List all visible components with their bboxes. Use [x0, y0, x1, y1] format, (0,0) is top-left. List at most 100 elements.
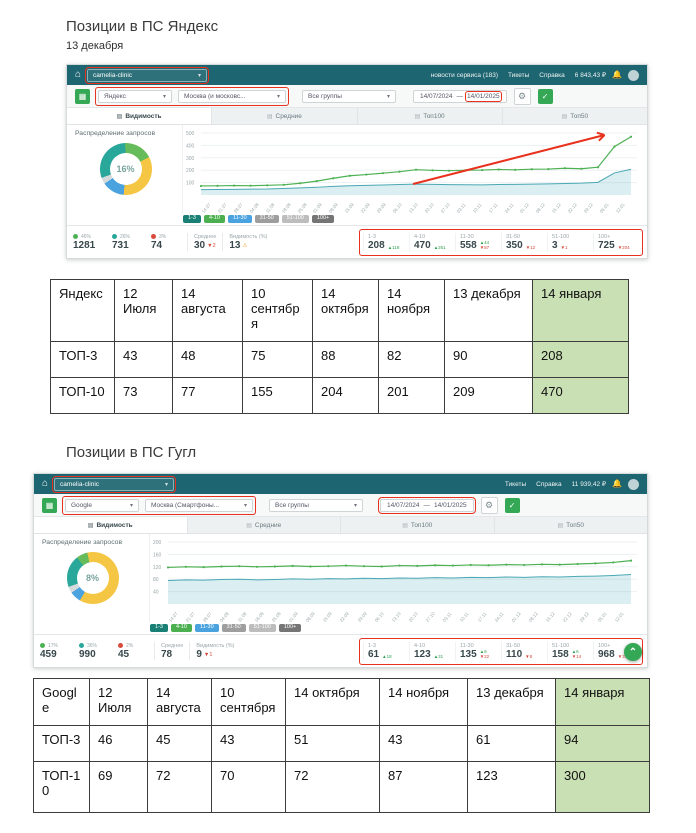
- bucket-100+: 100+ 725 ▼204: [593, 232, 639, 252]
- table-cell: ТОП-10: [50, 377, 115, 414]
- x-axis-labels: 14.07 21.07 28.07 04.08 11.08 18.08 25.08 01.09…: [185, 200, 641, 215]
- dashboard-content: Распределение запросов 8% 200 160 120 80 40 …: [34, 534, 647, 624]
- legend-chip-4-10[interactable]: 4-10: [170, 623, 192, 633]
- region-select[interactable]: Москва (Смартфоны... ▾: [145, 498, 253, 512]
- donut-center-percent: 16%: [109, 153, 142, 185]
- visibility-warn: ⚠: [242, 242, 248, 249]
- topbar-link[interactable]: новости сервиса (183): [430, 71, 498, 79]
- bell-icon[interactable]: 🔔: [612, 479, 622, 488]
- queries-donut-chart: 16%: [99, 143, 152, 195]
- tab-средние[interactable]: ▤ Средние: [212, 108, 358, 124]
- x-axis-label: 25.08: [296, 202, 308, 215]
- apply-button[interactable]: ✓: [504, 497, 520, 513]
- tab-icon: ▤: [557, 522, 564, 529]
- table-cell: 90: [444, 341, 533, 378]
- apply-button[interactable]: ✓: [537, 88, 553, 104]
- table-cell: 75: [242, 341, 313, 378]
- bucket-value-row: 558 ▲44 ▼87: [460, 240, 497, 251]
- stat-value: 45: [118, 648, 130, 660]
- table-cell: 82: [378, 341, 445, 378]
- date-field[interactable]: 14/07/2024 — 14/01/2025: [378, 496, 476, 514]
- section-subtitle: 13 декабря: [66, 40, 124, 52]
- tab-видимость[interactable]: ▤ Видимость: [34, 517, 188, 533]
- column-header: 13 декабря: [467, 678, 556, 726]
- avatar[interactable]: [628, 69, 639, 81]
- tab-видимость[interactable]: ▤ Видимость: [67, 108, 213, 124]
- yandex-dashboard-screenshot: ⌂ camelia-clinic ▾ новости сервиса (183)…: [66, 64, 648, 259]
- section-title-google: Позиции в ПС Гугл: [66, 444, 197, 461]
- search-engine-value: Google: [71, 501, 92, 509]
- topbar-link[interactable]: 11 939,42 ₽: [571, 481, 607, 488]
- topbar-link[interactable]: Тикеты: [504, 480, 527, 488]
- topbar-link[interactable]: Тикеты: [508, 71, 530, 79]
- legend-chip-51-100[interactable]: 51-100: [281, 214, 309, 224]
- table-cell: 201: [378, 377, 445, 414]
- legend-chip-51-100[interactable]: 51-100: [248, 623, 276, 633]
- tab-топ50[interactable]: ▤ Топ50: [495, 517, 648, 533]
- apps-grid-button[interactable]: ▦: [42, 497, 57, 513]
- summary-stat: 36% 990: [79, 643, 109, 660]
- legend-chip-31-50[interactable]: 31-50: [254, 214, 279, 224]
- legend-chip-1-3[interactable]: 1-3: [183, 214, 201, 224]
- tab-icon: ▤: [402, 522, 408, 529]
- legend-chip-100+[interactable]: 100+: [311, 214, 335, 224]
- avatar[interactable]: [628, 478, 639, 490]
- tab-label: Средние: [275, 112, 302, 120]
- bell-icon[interactable]: 🔔: [612, 70, 622, 79]
- home-icon[interactable]: ⌂: [42, 478, 49, 489]
- settings-gear-button[interactable]: ⚙: [480, 496, 498, 514]
- bucket-range-label: 31-50: [506, 642, 521, 649]
- legend-chip-11-30[interactable]: 11-30: [194, 623, 219, 633]
- settings-gear-button[interactable]: ⚙: [513, 87, 531, 105]
- legend-chip-11-30[interactable]: 11-30: [227, 214, 252, 224]
- legend-chip-100+[interactable]: 100+: [278, 623, 302, 633]
- tab-топ100[interactable]: ▤ Топ100: [341, 517, 495, 533]
- stat-percent: 17%: [48, 642, 59, 649]
- tab-icon: ▤: [266, 113, 273, 120]
- table-cell: 470: [532, 377, 629, 414]
- bucket-value-row: 158 ▲6 ▼14: [552, 649, 589, 660]
- summary-bar: 46% 1281 26% 731 3% 74 Среднее 30 ▼2 Видимост…: [67, 225, 647, 258]
- bucket-range-label: 4-10: [414, 233, 426, 240]
- svg-text:40: 40: [153, 590, 159, 596]
- legend-chip-31-50[interactable]: 31-50: [221, 623, 246, 633]
- svg-text:200: 200: [186, 168, 195, 174]
- topbar-link[interactable]: 6 843,43 ₽: [574, 72, 607, 79]
- tab-топ50[interactable]: ▤ Топ50: [503, 108, 647, 124]
- tab-топ100[interactable]: ▤ Топ100: [358, 108, 503, 124]
- legend-chip-4-10[interactable]: 4-10: [203, 214, 225, 224]
- x-axis-label: 22.09: [359, 202, 371, 215]
- groups-select[interactable]: Все группы ▾: [302, 89, 396, 103]
- scroll-top-button[interactable]: ⌃: [624, 643, 642, 661]
- region-select[interactable]: Москва (и московс... ▾: [178, 89, 286, 103]
- x-axis-label: 12.01: [613, 611, 625, 624]
- date-field[interactable]: 14/07/2024 — 14/01/2025: [413, 89, 507, 103]
- legend-chips: 1-3 4-10 11-30 31-50 51-100 100+: [67, 213, 647, 225]
- date-separator: —: [423, 501, 431, 509]
- tab-средние[interactable]: ▤ Средние: [188, 517, 341, 533]
- project-select[interactable]: camelia-clinic ▾: [85, 66, 210, 84]
- search-engine-select[interactable]: Яндекс ▾: [98, 89, 172, 103]
- table-cell: ТОП-10: [33, 761, 90, 813]
- bucket-value: 61: [368, 648, 380, 660]
- x-axis-label: 20.10: [407, 611, 419, 624]
- table-cell: 72: [285, 761, 380, 813]
- bucket-31-50: 31-50 110 ▼8: [501, 641, 547, 661]
- home-icon[interactable]: ⌂: [75, 69, 82, 80]
- legend-chips: 1-3 4-10 11-30 31-50 51-100 100+: [34, 622, 647, 634]
- apps-grid-button[interactable]: ▦: [75, 88, 90, 104]
- x-axis-label: 21.07: [216, 202, 228, 215]
- chart-zone: 200 160 120 80 40 14.07 21.07 28.07 04.08 11.08 1…: [150, 534, 647, 624]
- chevron-down-icon: ▾: [243, 502, 247, 509]
- topbar-link[interactable]: Справка: [539, 71, 565, 79]
- project-select[interactable]: camelia-clinic ▾: [52, 475, 177, 493]
- search-engine-select[interactable]: Google ▾: [65, 498, 139, 512]
- topbar-link[interactable]: Справка: [536, 480, 562, 488]
- x-axis-labels: 14.07 21.07 28.07 04.08 11.08 18.08 25.08 01.09…: [152, 609, 641, 624]
- svg-text:300: 300: [186, 156, 195, 162]
- x-axis-label: 28.07: [232, 202, 244, 215]
- groups-select[interactable]: Все группы ▾: [269, 498, 363, 512]
- legend-chip-1-3[interactable]: 1-3: [150, 623, 168, 633]
- divider: [222, 233, 224, 251]
- bucket-value-row: 968 ▼37: [598, 649, 635, 660]
